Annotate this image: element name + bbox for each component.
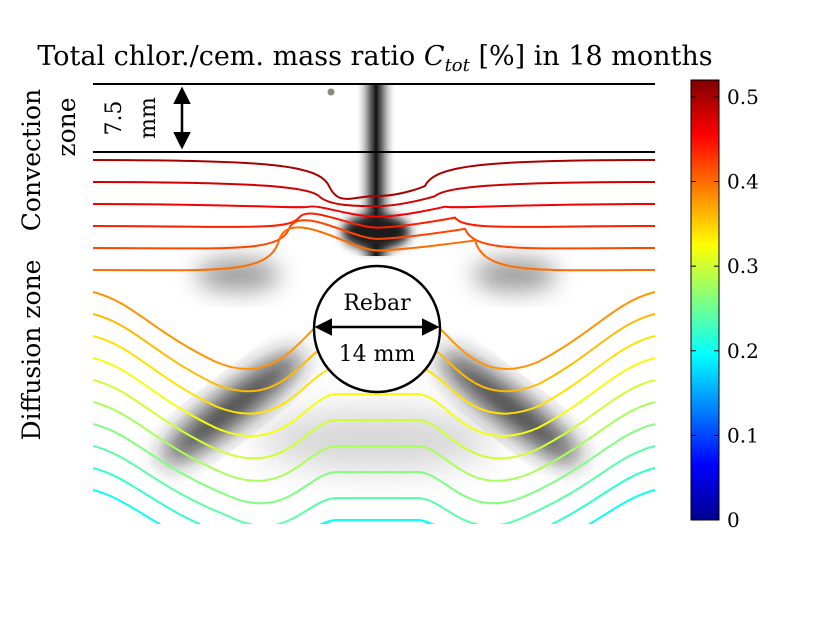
chart-title: Total chlor./cem. mass ratio Ctot [%] in… — [37, 41, 712, 76]
colorbar-tick-label: 0.3 — [727, 254, 759, 278]
colorbar-tick-label: 0.5 — [727, 85, 759, 109]
depth-unit: mm — [136, 97, 161, 139]
contour-line — [93, 219, 655, 250]
colorbar: 0 0.1 0.2 0.3 0.4 0.5 — [690, 79, 759, 532]
contour-line — [93, 379, 655, 460]
colorbar-tick-label: 0.4 — [727, 170, 759, 194]
colorbar-gradient — [690, 79, 720, 521]
plot-area — [93, 84, 655, 524]
colorbar-tick-label: 0.1 — [727, 423, 759, 447]
rebar-label: Rebar — [343, 291, 411, 316]
rebar-diameter: 14 mm — [339, 342, 416, 367]
convection-zone-label-line2: zone — [52, 97, 81, 156]
contour-line — [93, 357, 655, 437]
contour-line — [93, 401, 655, 482]
depth-value: 7.5 — [102, 101, 127, 136]
contour-line — [93, 423, 655, 505]
convection-zone-label: Convection — [17, 89, 46, 231]
colorbar-tick-label: 0 — [727, 508, 740, 532]
contour-lines — [93, 159, 655, 524]
contour-line — [93, 226, 655, 272]
contour-line — [93, 181, 655, 208]
marker-dot — [327, 88, 335, 96]
contour-line — [93, 212, 655, 229]
contour-line — [93, 445, 655, 524]
contour-line — [93, 203, 655, 218]
rebar-circle — [312, 264, 442, 394]
contour-line — [93, 489, 655, 524]
contour-line — [93, 467, 655, 524]
colorbar-tick-label: 0.2 — [727, 339, 759, 363]
diffusion-zone-label: Diffusion zone — [17, 260, 46, 441]
contour-line — [93, 159, 655, 200]
